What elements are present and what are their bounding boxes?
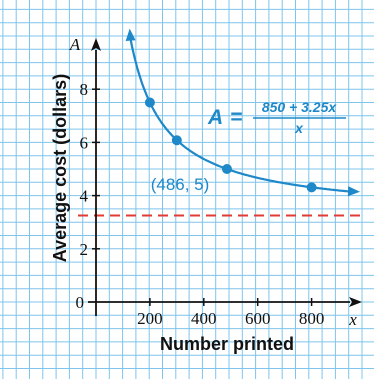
axes: 200 400 600 800 2 4 6 8 xyxy=(80,38,362,328)
y-tick-label: 4 xyxy=(80,187,89,206)
data-point xyxy=(221,164,232,174)
x-axis-arrow xyxy=(349,297,362,307)
y-axis-arrow xyxy=(91,38,101,51)
equation-denominator: x xyxy=(294,120,304,136)
labels-group: 0 x A Number printed Average cost (dolla… xyxy=(50,35,357,354)
point-annotation: (486, 5) xyxy=(151,175,210,194)
equation-lhs: A xyxy=(207,106,223,129)
data-point xyxy=(144,97,155,108)
points-group xyxy=(144,97,317,193)
y-tick-label: 6 xyxy=(80,133,89,152)
x-tick-label: 800 xyxy=(299,309,325,328)
y-axis-variable: A xyxy=(69,35,81,54)
y-axis-title: Average cost (dollars) xyxy=(50,74,70,262)
x-tick-label: 200 xyxy=(137,309,163,328)
y-tick-label: 8 xyxy=(80,80,89,99)
x-tick-label: 400 xyxy=(191,309,217,328)
data-point xyxy=(306,182,317,193)
x-axis-title: Number printed xyxy=(160,334,294,354)
equation-equals: = xyxy=(230,106,242,129)
curve-arrow-start xyxy=(125,28,136,42)
curve-arrow-end xyxy=(347,186,361,197)
equation-numerator: 850 + 3.25x xyxy=(262,99,338,115)
y-tick-label: 2 xyxy=(80,240,89,259)
x-axis-variable: x xyxy=(348,310,357,329)
x-tick-label: 600 xyxy=(245,309,271,328)
equation: A = 850 + 3.25x x xyxy=(207,99,346,136)
data-point xyxy=(171,135,182,146)
origin-label: 0 xyxy=(76,293,85,312)
